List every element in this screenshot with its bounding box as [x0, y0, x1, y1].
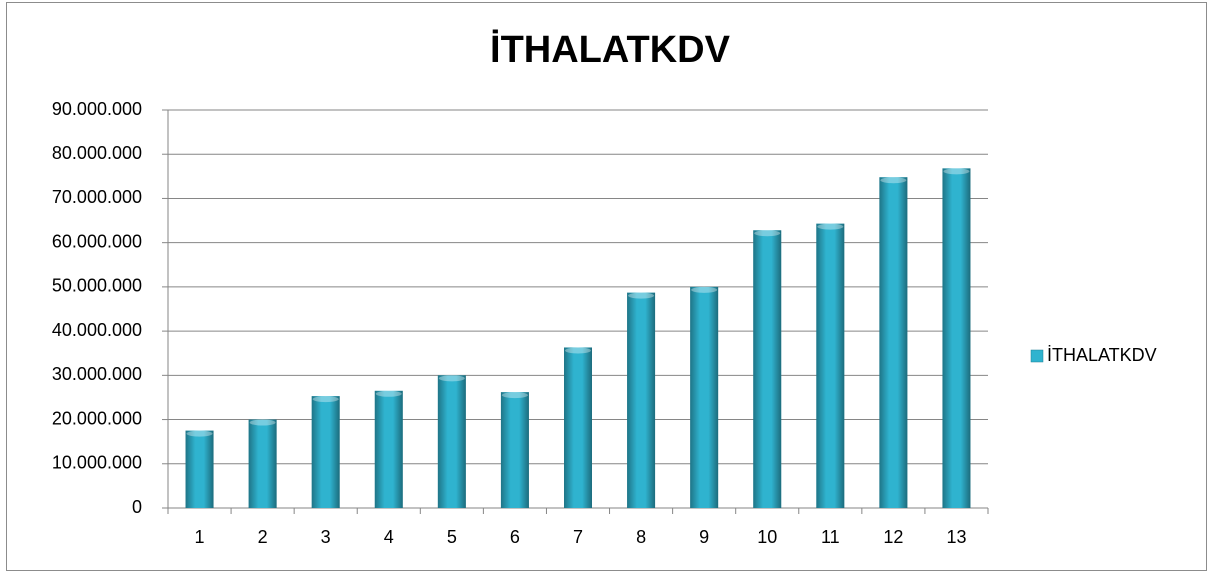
- bar-top: [817, 223, 844, 230]
- chart-title: İTHALATKDV: [490, 29, 731, 71]
- y-tick-label: 50.000.000: [52, 276, 142, 296]
- bar-top: [943, 168, 970, 175]
- bar-top: [880, 177, 907, 184]
- bar-top: [501, 392, 528, 399]
- y-tick-label: 10.000.000: [52, 453, 142, 473]
- legend-label: İTHALATKDV: [1047, 345, 1157, 365]
- x-tick-label: 9: [699, 527, 709, 547]
- y-tick-label: 80.000.000: [52, 143, 142, 163]
- bar-shade: [437, 375, 466, 508]
- bar-shade: [690, 286, 719, 508]
- x-tick-label: 2: [258, 527, 268, 547]
- bar-top: [628, 292, 655, 299]
- x-tick-label: 12: [883, 527, 903, 547]
- x-tick-label: 8: [636, 527, 646, 547]
- x-tick-label: 3: [321, 527, 331, 547]
- y-tick-label: 0: [132, 497, 142, 517]
- x-tick-label: 5: [447, 527, 457, 547]
- bar-shade: [500, 392, 529, 508]
- x-tick-label: 4: [384, 527, 394, 547]
- bar-shade: [816, 223, 845, 508]
- x-tick-label: 13: [946, 527, 966, 547]
- y-tick-label: 70.000.000: [52, 187, 142, 207]
- bar-shade: [942, 168, 971, 508]
- bar-shade: [879, 177, 908, 508]
- bar-shade: [248, 419, 277, 508]
- bar-top: [249, 419, 276, 426]
- bar-shade: [311, 396, 340, 508]
- bar-shade: [627, 292, 656, 508]
- bar-shade: [185, 430, 214, 508]
- bar-top: [691, 286, 718, 293]
- bar-top: [186, 430, 213, 437]
- bar-top: [312, 396, 339, 403]
- x-tick-label: 10: [757, 527, 777, 547]
- y-tick-label: 90.000.000: [52, 99, 142, 119]
- x-tick-label: 6: [510, 527, 520, 547]
- bar-top: [754, 230, 781, 237]
- y-tick-label: 30.000.000: [52, 364, 142, 384]
- y-tick-label: 40.000.000: [52, 320, 142, 340]
- bar-shade: [753, 230, 782, 509]
- x-tick-label: 7: [573, 527, 583, 547]
- x-tick-label: 1: [195, 527, 205, 547]
- bar-shade: [374, 390, 403, 508]
- legend-swatch: [1030, 349, 1044, 363]
- bar-top: [375, 390, 402, 397]
- x-tick-label: 11: [821, 527, 840, 547]
- y-tick-label: 20.000.000: [52, 408, 142, 428]
- bar-shade: [564, 347, 592, 508]
- y-tick-label: 60.000.000: [52, 231, 142, 251]
- bar-top: [565, 347, 591, 354]
- bar-top: [438, 375, 465, 382]
